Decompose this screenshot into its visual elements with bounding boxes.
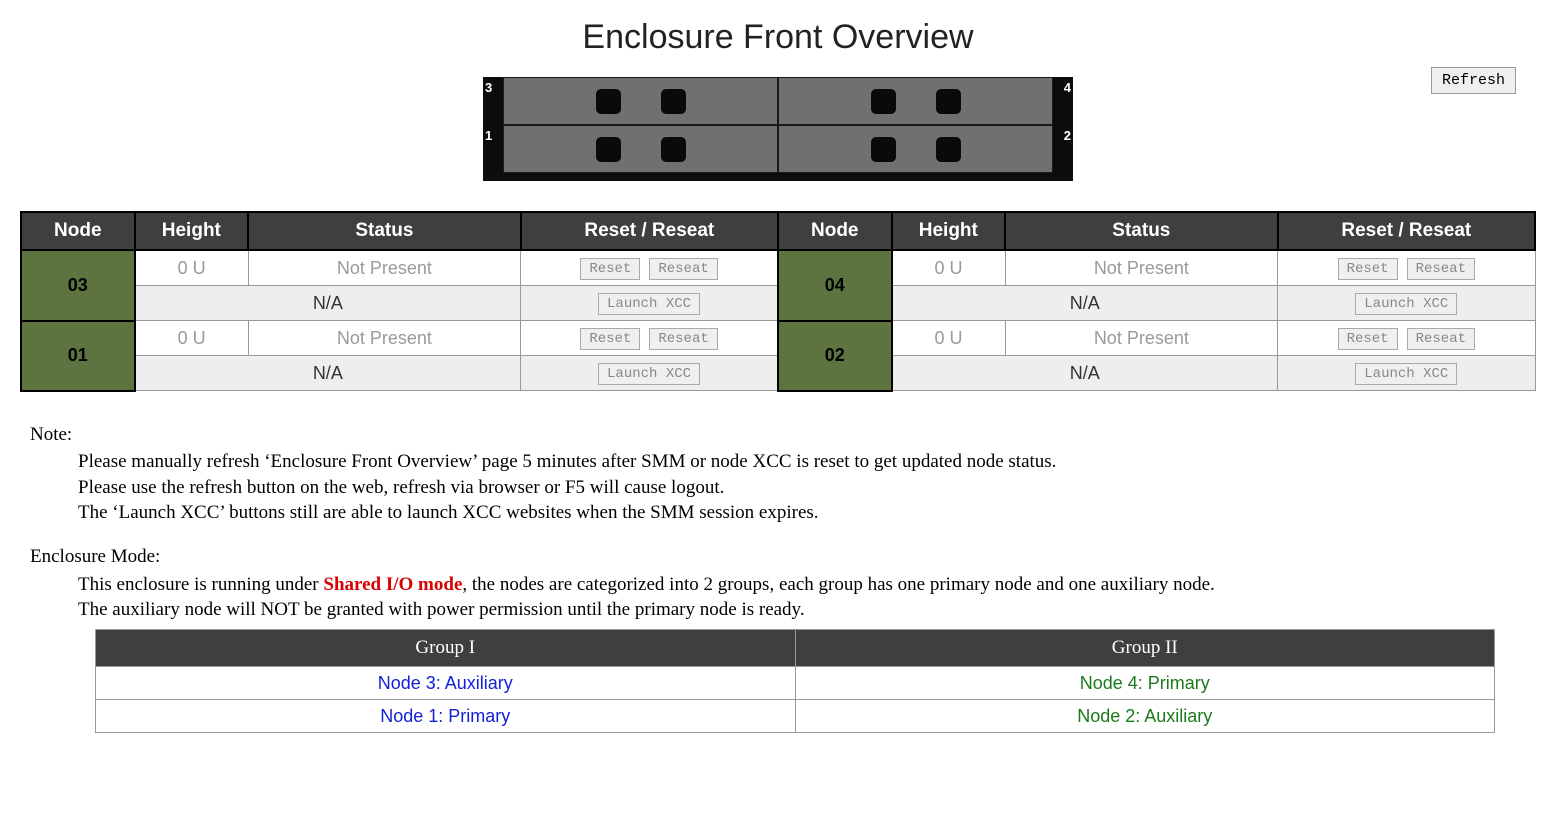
launch-xcc-button[interactable]: Launch XCC xyxy=(598,293,700,315)
enclosure-graphic: 3 4 1 2 xyxy=(20,77,1536,181)
table-row: Node 3: Auxiliary Node 4: Primary xyxy=(96,666,1495,699)
node-sub: N/A xyxy=(135,286,521,321)
col-height: Height xyxy=(135,212,249,250)
reseat-button[interactable]: Reseat xyxy=(1407,328,1475,350)
node-height: 0 U xyxy=(892,250,1006,286)
node-height: 0 U xyxy=(135,250,249,286)
group-table: Group I Group II Node 3: Auxiliary Node … xyxy=(95,629,1495,733)
reset-button[interactable]: Reset xyxy=(580,258,640,280)
node-id-01: 01 xyxy=(21,321,135,391)
node-sub: N/A xyxy=(135,356,521,391)
bay-2 xyxy=(778,125,1053,173)
drive-icon xyxy=(871,89,896,114)
drive-icon xyxy=(871,137,896,162)
mode-text: This enclosure is running under xyxy=(78,574,323,595)
table-row: 03 0 U Not Present Reset Reseat 04 0 U N… xyxy=(21,250,1535,286)
drive-icon xyxy=(936,137,961,162)
node-actions: Reset Reseat xyxy=(1278,321,1535,356)
drive-icon xyxy=(936,89,961,114)
node-actions: Reset Reseat xyxy=(521,250,778,286)
col-node: Node xyxy=(21,212,135,250)
node-height: 0 U xyxy=(892,321,1006,356)
node-sub: N/A xyxy=(892,356,1278,391)
group1-node: Node 1: Primary xyxy=(96,699,796,732)
launch-xcc-button[interactable]: Launch XCC xyxy=(598,363,700,385)
group2-node: Node 2: Auxiliary xyxy=(795,699,1495,732)
reset-button[interactable]: Reset xyxy=(580,328,640,350)
node-id-02: 02 xyxy=(778,321,892,391)
enclosure-mode-section: Enclosure Mode: This enclosure is runnin… xyxy=(30,544,1526,733)
shared-io-mode: Shared I/O mode xyxy=(323,574,462,595)
node-launch: Launch XCC xyxy=(521,286,778,321)
note-line: The ‘Launch XCC’ buttons still are able … xyxy=(78,500,1526,526)
bay-3 xyxy=(503,77,778,125)
reseat-button[interactable]: Reseat xyxy=(649,258,717,280)
group2-node: Node 4: Primary xyxy=(795,666,1495,699)
drive-icon xyxy=(661,89,686,114)
mode-heading: Enclosure Mode: xyxy=(30,544,1526,570)
group1-node: Node 3: Auxiliary xyxy=(96,666,796,699)
drive-icon xyxy=(661,137,686,162)
node-actions: Reset Reseat xyxy=(1278,250,1535,286)
bay-4 xyxy=(778,77,1053,125)
col-group1: Group I xyxy=(96,629,796,666)
table-row: 01 0 U Not Present Reset Reseat 02 0 U N… xyxy=(21,321,1535,356)
drive-icon xyxy=(596,137,621,162)
col-reset: Reset / Reseat xyxy=(521,212,778,250)
note-line: Please manually refresh ‘Enclosure Front… xyxy=(78,449,1526,475)
bay-label-3: 3 xyxy=(483,77,503,125)
node-status: Not Present xyxy=(248,321,521,356)
node-status: Not Present xyxy=(1005,321,1278,356)
bay-label-1: 1 xyxy=(483,125,503,173)
bay-label-4: 4 xyxy=(1053,77,1073,125)
col-node: Node xyxy=(778,212,892,250)
launch-xcc-button[interactable]: Launch XCC xyxy=(1355,363,1457,385)
node-actions: Reset Reseat xyxy=(521,321,778,356)
col-reset: Reset / Reseat xyxy=(1278,212,1535,250)
refresh-button[interactable]: Refresh xyxy=(1431,67,1516,94)
col-status: Status xyxy=(1005,212,1278,250)
node-launch: Launch XCC xyxy=(1278,286,1535,321)
node-sub: N/A xyxy=(892,286,1278,321)
reset-button[interactable]: Reset xyxy=(1338,328,1398,350)
reseat-button[interactable]: Reseat xyxy=(649,328,717,350)
reset-button[interactable]: Reset xyxy=(1338,258,1398,280)
node-table: Node Height Status Reset / Reseat Node H… xyxy=(20,211,1536,392)
mode-line: This enclosure is running under Shared I… xyxy=(78,572,1526,598)
launch-xcc-button[interactable]: Launch XCC xyxy=(1355,293,1457,315)
page-title: Enclosure Front Overview xyxy=(20,18,1536,57)
notes-section: Note: Please manually refresh ‘Enclosure… xyxy=(30,422,1526,527)
reseat-button[interactable]: Reseat xyxy=(1407,258,1475,280)
table-row: Node 1: Primary Node 2: Auxiliary xyxy=(96,699,1495,732)
drive-icon xyxy=(596,89,621,114)
col-group2: Group II xyxy=(795,629,1495,666)
node-launch: Launch XCC xyxy=(521,356,778,391)
col-status: Status xyxy=(248,212,521,250)
bay-1 xyxy=(503,125,778,173)
node-height: 0 U xyxy=(135,321,249,356)
bay-label-2: 2 xyxy=(1053,125,1073,173)
node-id-03: 03 xyxy=(21,250,135,321)
mode-text: , the nodes are categorized into 2 group… xyxy=(462,574,1214,595)
col-height: Height xyxy=(892,212,1006,250)
table-header-row: Node Height Status Reset / Reseat Node H… xyxy=(21,212,1535,250)
node-id-04: 04 xyxy=(778,250,892,321)
node-status: Not Present xyxy=(1005,250,1278,286)
node-status: Not Present xyxy=(248,250,521,286)
node-launch: Launch XCC xyxy=(1278,356,1535,391)
note-line: Please use the refresh button on the web… xyxy=(78,475,1526,501)
mode-line: The auxiliary node will NOT be granted w… xyxy=(78,597,1526,623)
table-header-row: Group I Group II xyxy=(96,629,1495,666)
note-heading: Note: xyxy=(30,422,1526,448)
